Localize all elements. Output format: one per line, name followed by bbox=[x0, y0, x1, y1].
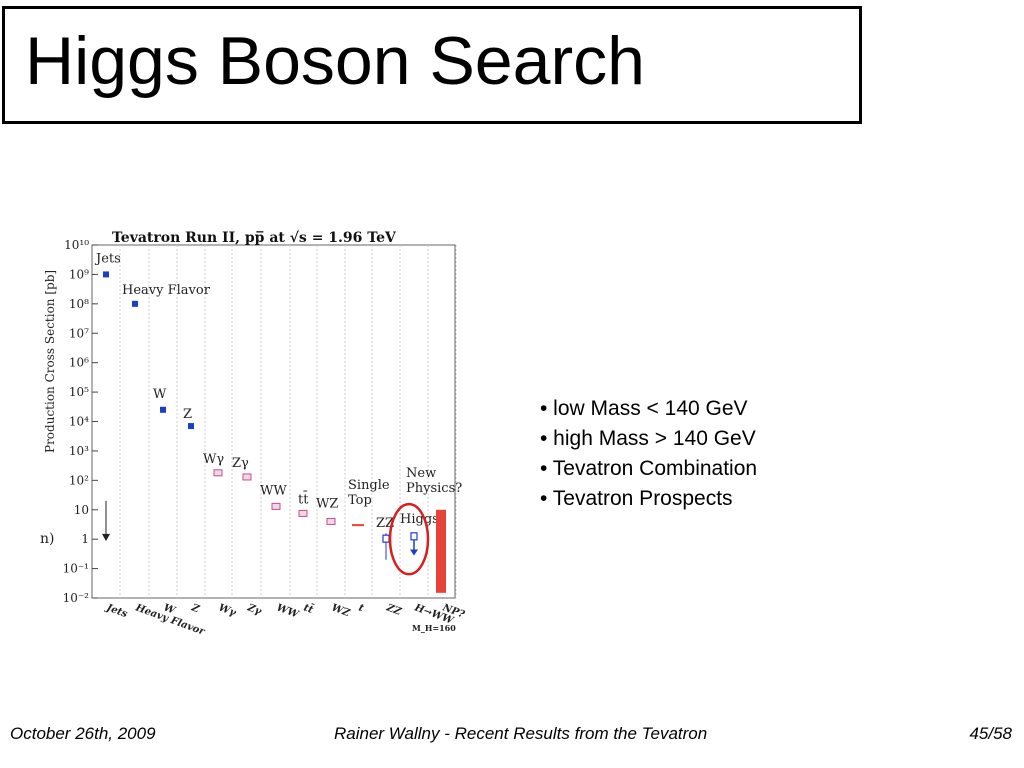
annotation-new: New bbox=[406, 466, 436, 481]
data-point bbox=[382, 534, 390, 543]
y-tick-label: 1 bbox=[81, 532, 89, 546]
point-label: Heavy Flavor bbox=[122, 283, 211, 298]
y-tick-label: 10⁹ bbox=[69, 267, 89, 281]
new-physics-bar bbox=[436, 509, 446, 593]
y-tick-label: 10² bbox=[69, 473, 89, 487]
y-axis-label: Production Cross Section [pb] bbox=[43, 270, 57, 453]
y-tick-label: 10⁴ bbox=[69, 415, 89, 429]
data-point bbox=[103, 271, 109, 278]
annotation-physics: Physics? bbox=[406, 481, 462, 496]
bullet-combination: • Tevatron Combination bbox=[540, 457, 758, 480]
y-tick-label: 10⁻¹ bbox=[63, 562, 89, 576]
point-label: Jets bbox=[94, 251, 121, 266]
page-number: 45/58 bbox=[969, 724, 1012, 743]
x-tick-label: ZZ bbox=[384, 602, 403, 618]
y-tick-label: 10⁶ bbox=[69, 356, 89, 370]
data-point bbox=[298, 509, 308, 517]
point-label: Top bbox=[348, 493, 372, 508]
point-label: WW bbox=[260, 483, 287, 498]
point-label: Z bbox=[183, 407, 192, 422]
mass-note: M_H=160 bbox=[412, 623, 456, 633]
y-tick-label: 10⁻² bbox=[63, 591, 90, 605]
point-label: Wγ bbox=[203, 452, 224, 467]
y-tick-label: 10⁷ bbox=[69, 326, 89, 340]
plot-frame bbox=[91, 244, 456, 599]
data-point bbox=[188, 423, 194, 430]
bullet-prospects: • Tevatron Prospects bbox=[540, 487, 733, 510]
x-tick-label: Zγ bbox=[245, 602, 263, 618]
point-label: Zγ bbox=[232, 456, 249, 471]
footer-date: October 26th, 2009 bbox=[10, 724, 156, 743]
point-label: WZ bbox=[316, 496, 338, 511]
title-box: Higgs Boson Search bbox=[2, 6, 862, 124]
x-tick-label: Wγ bbox=[217, 602, 238, 619]
y-tick-label: 10³ bbox=[69, 444, 89, 458]
x-tick-label: Jets bbox=[103, 602, 129, 620]
point-label: Single bbox=[348, 478, 390, 493]
down-arrow-head bbox=[102, 533, 110, 542]
data-point bbox=[326, 517, 336, 525]
x-tick-label: t bbox=[357, 602, 365, 614]
bullet-high-mass: • high Mass > 140 GeV bbox=[540, 427, 756, 450]
x-tick-label: WW bbox=[275, 602, 302, 621]
data-point bbox=[132, 300, 138, 307]
higgs-highlight-circle bbox=[388, 502, 430, 576]
footer-title: Rainer Wallny - Recent Results from the … bbox=[334, 724, 708, 743]
point-label: tt̄ bbox=[298, 491, 309, 508]
point-label: W bbox=[153, 387, 167, 402]
y-tick-label: 10⁸ bbox=[69, 297, 89, 311]
slide-title: Higgs Boson Search bbox=[25, 23, 645, 99]
y-tick-label: 10⁵ bbox=[69, 385, 89, 399]
cross-section-chart: 10⁻² 10⁻¹ 1 10 10² 10³ 10⁴ 10⁵ 10⁶ 10⁷ 10⁸ 10⁹ 10¹⁰ T… bbox=[40, 225, 470, 638]
data-point bbox=[271, 502, 281, 510]
x-tick-label: WZ bbox=[330, 602, 352, 619]
data-point bbox=[242, 473, 252, 481]
y-tick-label: 10 bbox=[74, 503, 89, 517]
data-point bbox=[160, 406, 166, 413]
x-tick-label: Z bbox=[189, 602, 201, 615]
data-point bbox=[213, 469, 223, 477]
y-tick-label: 10¹⁰ bbox=[64, 238, 89, 252]
bullet-list: • low Mass < 140 GeV • high Mass > 140 G… bbox=[540, 394, 757, 514]
point-label: ZZ bbox=[376, 516, 394, 531]
chart-title: Tevatron Run II, pp̅ at √s = 1.96 TeV bbox=[112, 230, 397, 246]
point-label: Higgs bbox=[400, 512, 439, 527]
partial-label: n) bbox=[40, 531, 54, 547]
data-point bbox=[410, 532, 418, 541]
x-tick-label: tt̄ bbox=[302, 602, 315, 616]
bullet-low-mass: • low Mass < 140 GeV bbox=[540, 397, 748, 420]
limit-arrow-head bbox=[410, 549, 418, 556]
